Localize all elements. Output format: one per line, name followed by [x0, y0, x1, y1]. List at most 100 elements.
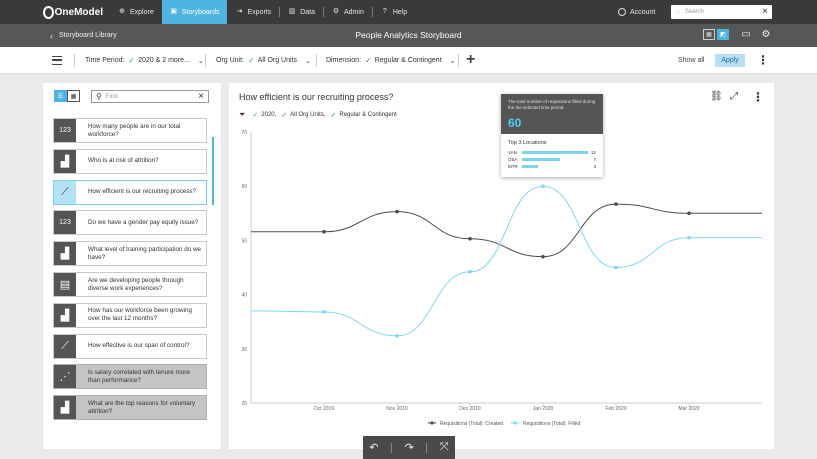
redo-icon[interactable]: ↷ [404, 442, 414, 454]
bottom-toolbar: ↶ ↷ ⤧ [363, 436, 455, 459]
tile-view-button[interactable]: ▦ [67, 90, 80, 102]
undo-icon[interactable]: ↶ [369, 442, 379, 454]
metric-card[interactable]: ⟋ How efficient is our recruiting process… [53, 179, 207, 205]
metric-card[interactable]: ▟ What level of training participation do… [53, 241, 207, 267]
nav-data-label: Data [300, 8, 316, 16]
calendar-share-icon[interactable]: ▭ [741, 29, 751, 40]
number-icon: 123 [54, 211, 76, 235]
link-icon[interactable]: ⛓ [710, 91, 723, 102]
fullscreen-icon[interactable]: ⤧ [439, 441, 449, 453]
logo-ring-icon [43, 5, 54, 19]
library-search-input[interactable]: Find [105, 93, 118, 100]
org-unit-value: All Org Units [257, 57, 298, 64]
metric-card[interactable]: ▤ Are we developing people through divers… [53, 272, 207, 297]
x-tick-label: Mar 2020 [678, 406, 699, 412]
more-options-icon[interactable]: ⋮ [757, 53, 769, 67]
metric-card[interactable]: ⋰ Is salary correlated with tenure more t… [53, 364, 207, 390]
x-tick-label: Feb 2020 [605, 406, 626, 412]
clear-search-icon[interactable]: × [762, 6, 768, 17]
scatter-icon: ⋰ [54, 365, 76, 389]
nav-help-label: Help [392, 8, 408, 16]
metric-card[interactable]: 123 How many people are in our total work… [53, 118, 207, 143]
add-filter-icon[interactable]: + [466, 51, 476, 68]
data-point [541, 184, 545, 188]
back-label: Storyboard Library [59, 32, 117, 39]
nav-divider [323, 7, 325, 17]
storyboard-library-panel: ☰ ▦ ⚲ Find × 123 How many people are in o… [43, 83, 221, 449]
nav-explore[interactable]: ⊕ Explore [110, 0, 162, 24]
metric-filter-dimension: Regular & Contingent [339, 112, 397, 118]
gear-icon[interactable]: ⚙ [761, 29, 771, 40]
library-search[interactable]: ⚲ Find × [91, 90, 209, 103]
check-icon: ✓ [128, 56, 136, 65]
check-icon: ✓ [365, 56, 372, 65]
nav-divider [371, 7, 373, 17]
nav-exports-label: Exports [247, 8, 272, 16]
data-point [322, 229, 326, 234]
location-count: 12 [590, 150, 596, 155]
metric-card[interactable]: 123 Do we have a gender pay equity issue? [53, 210, 207, 236]
metric-card[interactable]: ▟ How has our workforce been growing over… [53, 302, 207, 328]
nav-storyboards-label: Storyboards [181, 8, 220, 16]
filter-list-icon[interactable] [52, 56, 62, 65]
back-to-library[interactable]: ‹ Storyboard Library [50, 24, 117, 47]
number-icon: 123 [54, 119, 76, 142]
time-period-label: Time Period: [85, 57, 125, 64]
location-bar [521, 151, 589, 154]
onemodel-logo[interactable]: OneModel [43, 5, 103, 19]
check-icon: ✓ [281, 112, 288, 119]
location-bar-track [521, 158, 588, 161]
global-search[interactable]: ⚲ Search × [671, 5, 772, 19]
org-unit-filter[interactable]: Org Unit: ✓ All Org Units ⌄ [216, 47, 311, 74]
data-point [395, 333, 399, 338]
clear-search-icon[interactable]: × [198, 90, 204, 102]
metric-card-title: How efficient is our recruiting process? [88, 188, 197, 196]
dimension-filter[interactable]: Dimension: ✓ Regular & Contingent ⌄ [326, 47, 456, 74]
library-scrollbar[interactable] [212, 137, 214, 205]
search-input[interactable]: Search [684, 9, 704, 15]
metric-card-title: What are the top reasons for voluntary a… [88, 399, 196, 415]
expand-icon[interactable]: ⤢ [730, 91, 738, 102]
account-label: Account [630, 8, 656, 16]
tooltip-header: The total number of requisitions filled … [501, 94, 603, 134]
table-icon: ▤ [54, 273, 76, 296]
location-label: VAN [508, 150, 517, 155]
time-period-filter[interactable]: Time Period: ✓ 2020 & 2 more... ⌄ [85, 47, 204, 74]
metric-filter-summary: ⏷ ✓ 2020, ✓ All Org Units, ✓ Regular & C… [239, 110, 399, 120]
nav-exports[interactable]: ⇥ Exports [227, 0, 279, 24]
metric-card[interactable]: ▟ Who is at risk of attrition? [53, 148, 207, 174]
metric-card-title: What level of training participation do … [88, 245, 202, 261]
data-point [541, 254, 545, 259]
single-view-button[interactable]: ◩ [717, 29, 729, 40]
metric-card-title: How effective is our span of control? [88, 342, 190, 350]
y-tick-label: 60 [241, 184, 247, 190]
more-options-icon[interactable]: ⋮ [752, 90, 764, 104]
data-point [468, 270, 472, 274]
filter-divider [458, 54, 459, 67]
grid-view-button[interactable]: ▦ [703, 29, 715, 40]
metric-card-title: Are we developing people through diverse… [88, 276, 184, 292]
tooltip-location-list: VAN 12 OSA 7 MTR 3 [501, 149, 603, 170]
x-tick-label: Dec 2019 [459, 406, 481, 412]
time-period-value: 2020 & 2 more... [138, 57, 190, 64]
list-view-button[interactable]: ☰ [54, 90, 67, 102]
metric-card-title: How has our workforce been growing over … [88, 307, 192, 323]
tooltip-location-row: OSA 7 [501, 156, 603, 163]
nav-data[interactable]: ▥ Data [280, 0, 323, 24]
metric-card[interactable]: ▟ What are the top reasons for voluntary … [53, 395, 207, 421]
nav-admin[interactable]: ⚙ Admin [324, 0, 372, 24]
account-menu[interactable]: Account [618, 0, 655, 24]
apply-button[interactable]: Apply [715, 54, 745, 67]
chevron-down-icon: ⌄ [305, 57, 311, 65]
nav-admin-label: Admin [344, 8, 364, 16]
recruiting-line-chart: 20 30 40 50 60 70 Oct 2019 Nov 2019 Dec 2019 Jan … [241, 130, 762, 427]
location-label: OSA [508, 157, 518, 162]
metric-card[interactable]: ⟋ How effective is our span of control? [53, 333, 207, 359]
check-icon: ✓ [248, 56, 255, 65]
nav-help[interactable]: ? Help [373, 0, 415, 24]
toolbar-divider [426, 442, 428, 453]
nav-storyboards[interactable]: ▣ Storyboards [161, 0, 228, 24]
show-all-link[interactable]: Show all [678, 57, 705, 64]
metric-card-title: Do we have a gender pay equity issue? [88, 218, 199, 226]
tooltip-location-row: VAN 12 [501, 149, 603, 156]
